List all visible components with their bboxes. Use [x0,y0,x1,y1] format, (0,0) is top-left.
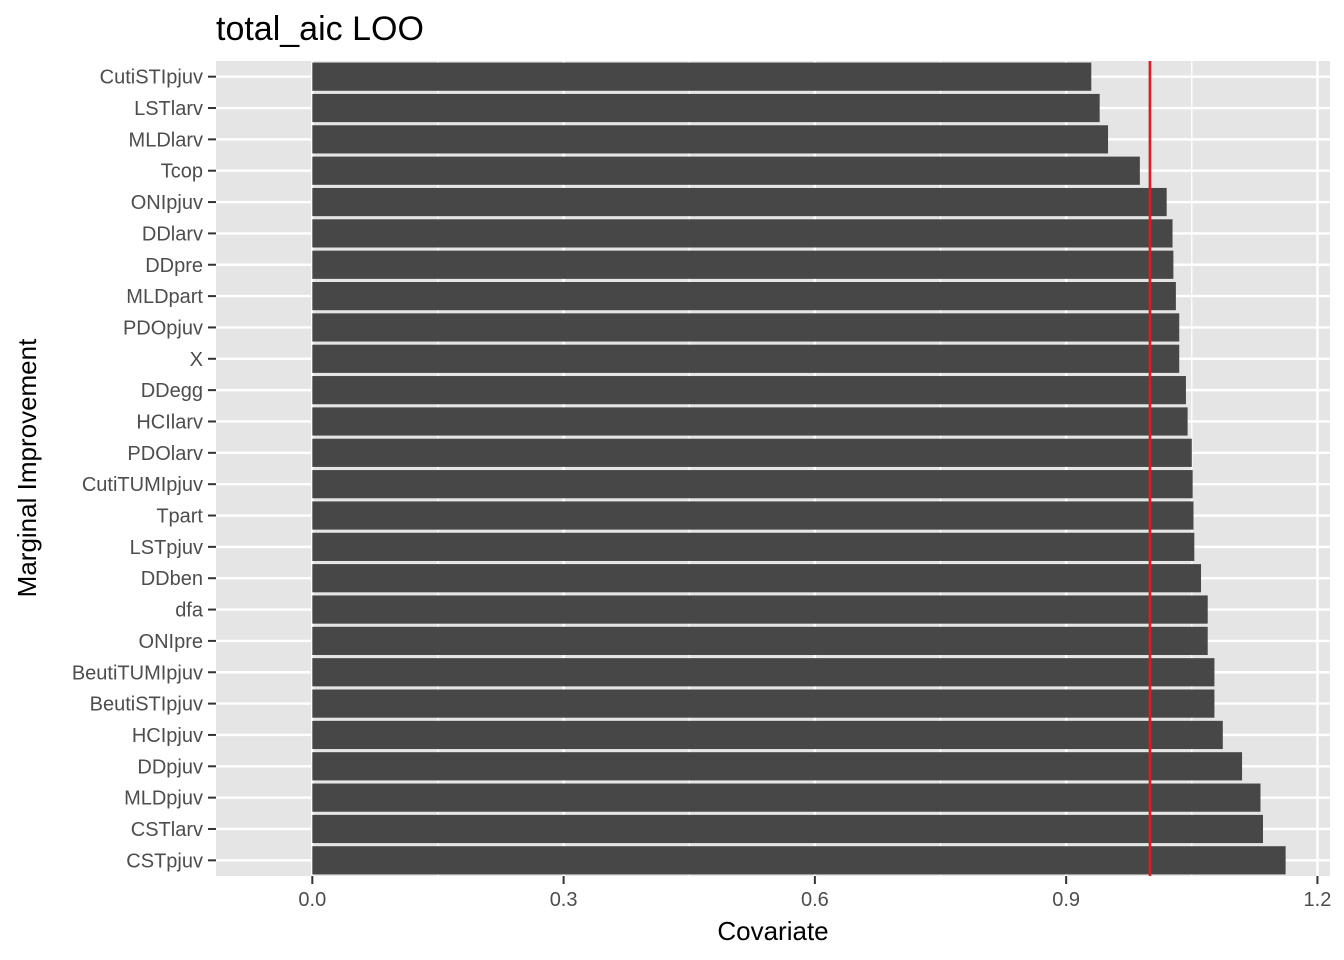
bar-PDOlarv [312,438,1192,467]
bar-ONIpjuv [312,187,1167,217]
bar-Tcop [312,156,1140,185]
x-tick-label: 0.9 [1052,889,1080,911]
bar-HCIlarv [312,407,1188,436]
y-tick-label: LSTpjuv [130,537,203,559]
bar-CSTpjuv [312,846,1286,875]
y-tick-label: BeutiTUMIpjuv [72,662,203,684]
y-tick-label: PDOpjuv [123,317,203,339]
bar-HCIpjuv [312,720,1223,750]
y-tick-label: HCIpjuv [132,725,203,747]
y-tick-label: DDegg [141,380,203,402]
bar-DDben [312,564,1202,593]
bar-X [312,344,1180,373]
x-tick-label: 1.2 [1304,889,1332,911]
x-axis-title: Covariate [717,916,828,946]
chart-title: total_aic LOO [216,10,424,48]
x-tick-label: 0.6 [801,889,829,911]
y-tick-label: CutiTUMIpjuv [82,474,203,496]
bar-DDpre [312,250,1174,279]
y-tick-label: ONIpre [139,631,203,653]
bar-dfa [312,595,1208,624]
x-tick-label: 0.3 [550,889,578,911]
y-tick-label: ONIpjuv [131,192,203,214]
y-tick-label: PDOlarv [127,443,203,465]
y-axis-title: Marginal Improvement [12,338,42,597]
y-tick-label: LSTlarv [134,98,203,120]
y-tick-label: Tcop [161,161,203,183]
bar-DDpjuv [312,752,1243,781]
bar-BeutiSTIpjuv [312,689,1215,718]
y-tick-label: DDben [141,568,203,590]
y-tick-label: HCIlarv [136,411,203,433]
bars [312,62,1286,875]
bar-CutiTUMIpjuv [312,470,1193,499]
bar-BeutiTUMIpjuv [312,658,1215,687]
bar-MLDpart [312,281,1176,311]
y-tick-label: Tpart [156,506,203,528]
bar-CutiSTIpjuv [312,62,1092,91]
bar-DDegg [312,376,1186,405]
y-tick-label: DDpre [145,255,203,277]
bar-MLDlarv [312,125,1109,154]
y-tick-label: MLDlarv [129,129,203,151]
y-tick-label: dfa [175,600,204,622]
bar-MLDpjuv [312,783,1261,812]
y-tick-label: DDpjuv [137,756,203,778]
bar-Tpart [312,501,1194,530]
bar-CSTlarv [312,814,1263,844]
x-axis: 0.0 0.3 0.6 0.9 1.2 [298,876,1331,911]
y-tick-label: MLDpjuv [124,788,203,810]
y-tick-label: CutiSTIpjuv [100,67,203,89]
bar-DDlarv [312,219,1173,248]
y-axis: CutiSTIpjuv LSTlarv MLDlarv Tcop ONIpjuv DDla… [72,67,216,872]
bar-LSTlarv [312,93,1100,123]
y-tick-label: BeutiSTIpjuv [90,694,203,716]
y-tick-label: MLDpart [126,286,203,308]
y-tick-label: CSTpjuv [126,850,203,872]
y-tick-label: X [190,349,203,371]
x-tick-label: 0.0 [298,889,326,911]
y-tick-label: CSTlarv [131,819,203,841]
y-tick-label: DDlarv [142,223,203,245]
bar-LSTpjuv [312,532,1195,561]
bar-ONIpre [312,626,1208,656]
bar-PDOpjuv [312,313,1180,342]
